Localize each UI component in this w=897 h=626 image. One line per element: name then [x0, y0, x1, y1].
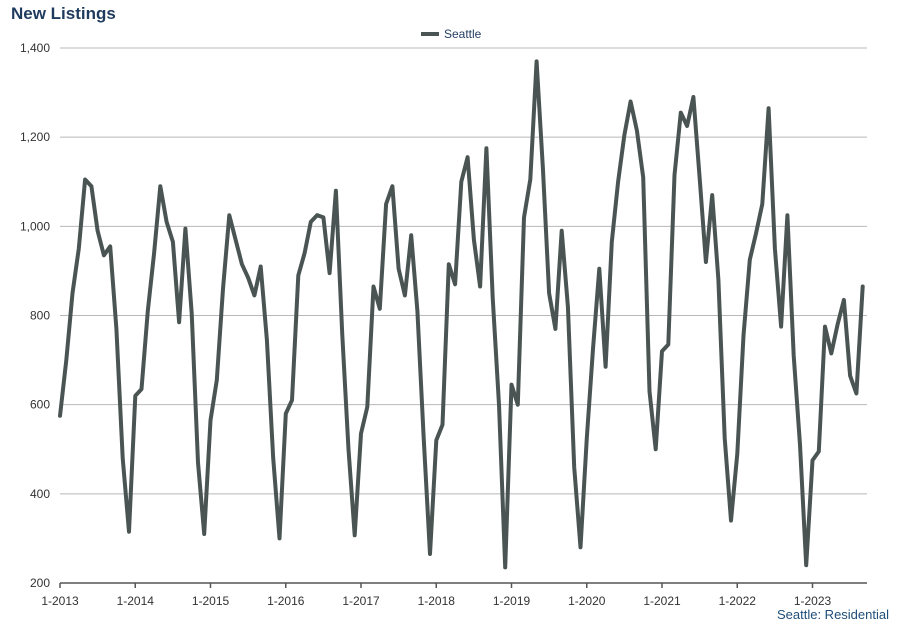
y-tick-label: 400	[30, 487, 50, 501]
series-line-seattle	[58, 59, 865, 570]
x-tick-label: 1-2014	[117, 594, 155, 608]
x-tick-label: 1-2015	[192, 594, 230, 608]
y-tick-label: 1,400	[20, 41, 50, 55]
x-tick-label: 1-2018	[418, 594, 456, 608]
x-tick-label: 1-2013	[41, 594, 79, 608]
y-axis-ticks: 200 400 600 800 1,000 1,200 1,400	[20, 41, 50, 590]
y-tick-label: 600	[30, 398, 50, 412]
chart-title: New Listings	[11, 4, 116, 23]
legend: Seattle	[421, 27, 482, 41]
x-axis: 1-2013 1-2014 1-2015 1-2016 1-2017 1-2018 1-20…	[41, 582, 867, 608]
x-tick-label: 1-2022	[719, 594, 757, 608]
x-tick-label: 1-2016	[267, 594, 305, 608]
y-tick-label: 1,200	[20, 130, 50, 144]
legend-label-seattle: Seattle	[444, 27, 482, 41]
x-tick-label: 1-2017	[342, 594, 380, 608]
x-tick-label: 1-2023	[794, 594, 832, 608]
x-tick-label: 1-2019	[493, 594, 531, 608]
x-tick-label: 1-2021	[643, 594, 681, 608]
chart-footnote: Seattle: Residential	[776, 607, 889, 622]
y-tick-label: 800	[30, 309, 50, 323]
y-tick-label: 1,000	[20, 219, 50, 233]
x-tick-label: 1-2020	[568, 594, 606, 608]
y-tick-label: 200	[30, 576, 50, 590]
series-lines	[58, 59, 865, 570]
